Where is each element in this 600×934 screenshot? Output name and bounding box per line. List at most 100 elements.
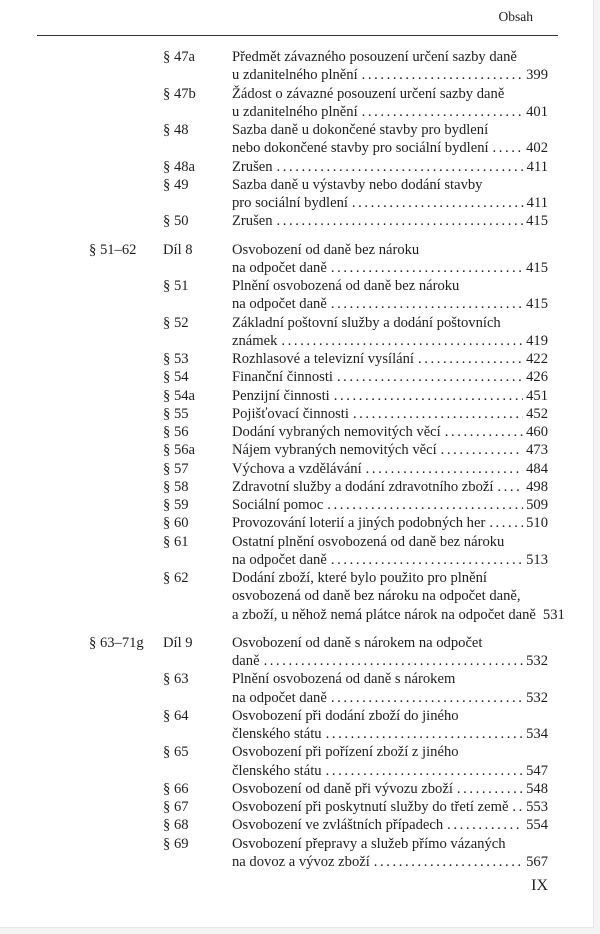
page-ref: 510 bbox=[526, 515, 548, 532]
entry-title: Sociální pomoc..........................… bbox=[232, 496, 548, 514]
title-line-last: nebo dokončené stavby pro sociální bydle… bbox=[232, 139, 548, 157]
dot-leader: ........................................… bbox=[352, 405, 524, 422]
title-text: Zdravotní služby a dodání zdravotního zb… bbox=[232, 478, 494, 495]
dot-leader: ........................................… bbox=[444, 424, 523, 440]
division-label: Díl 8 bbox=[163, 241, 193, 258]
page-ref: 532 bbox=[526, 689, 548, 706]
toc-entry: § 48 Sazba daně u dokončené stavby pro by… bbox=[0, 121, 593, 158]
title-line-last: Osvobození při poskytnutí služby do třet… bbox=[232, 798, 548, 816]
entry-title: Výchova a vzdělávání....................… bbox=[232, 460, 548, 478]
title-line-last: daně....................................… bbox=[232, 652, 548, 670]
toc-entry: § 68 Osvobození ve zvláštních případech..… bbox=[0, 816, 593, 834]
dot-leader: ........................................… bbox=[281, 332, 523, 349]
dot-leader: ........................................… bbox=[276, 213, 524, 230]
title-text: nebo dokončené stavby pro sociální bydle… bbox=[232, 140, 489, 157]
toc-entry: § 69 Osvobození přepravy a služeb přímo v… bbox=[0, 835, 593, 872]
page-ref: 554 bbox=[526, 817, 548, 834]
page-ref: 460 bbox=[526, 424, 548, 440]
section-number: § 67 bbox=[163, 799, 189, 815]
dot-leader: ........................................… bbox=[417, 351, 523, 367]
title-line: Ostatní plnění osvobozená od daně bez ná… bbox=[232, 533, 505, 550]
section-number: § 58 bbox=[163, 478, 189, 495]
title-text: Provozování loterií a jiných podobných h… bbox=[232, 515, 486, 532]
entry-title: Sazba daně u dokončené stavby pro bydlen… bbox=[232, 121, 548, 158]
title-line-last: Rozhlasové a televizní vysílání.........… bbox=[232, 350, 548, 368]
dot-leader: ........................................… bbox=[361, 103, 524, 120]
title-text: členského státu bbox=[232, 726, 322, 742]
dot-leader: ........................................… bbox=[440, 442, 523, 459]
toc-section: § 63–71g Díl 9 Osvobození od daně s nároke… bbox=[0, 634, 593, 871]
entry-title: Zrušen..................................… bbox=[232, 212, 548, 230]
dot-leader: ........................................… bbox=[361, 67, 524, 84]
page-ref: 451 bbox=[526, 387, 548, 404]
title-line-last: Osvobození od daně při vývozu zboží.....… bbox=[232, 780, 548, 798]
division-entry: § 63–71g Díl 9 Osvobození od daně s nároke… bbox=[0, 634, 593, 671]
title-line-last: Dodání vybraných nemovitých věcí........… bbox=[232, 423, 548, 441]
section-number: § 50 bbox=[163, 213, 189, 230]
page-ref: 547 bbox=[526, 762, 548, 779]
entry-title: Provozování loterií a jiných podobných h… bbox=[232, 514, 548, 532]
page-ref: 548 bbox=[526, 780, 548, 797]
page-ref: 419 bbox=[526, 332, 548, 349]
title-line-last: Výchova a vzdělávání....................… bbox=[232, 460, 548, 478]
toc-entry: § 56 Dodání vybraných nemovitých věcí....… bbox=[0, 423, 593, 441]
title-text: Pojišťovací činnosti bbox=[232, 405, 349, 422]
title-line-last: na dovoz a vývoz zboží..................… bbox=[232, 853, 548, 871]
title-text: u zdanitelného plnění bbox=[232, 103, 358, 120]
section-number: § 48 bbox=[163, 122, 189, 138]
title-line-last: na odpočet daně.........................… bbox=[232, 259, 548, 277]
section-number: § 47b bbox=[163, 85, 196, 102]
page-ref: 399 bbox=[526, 67, 548, 84]
page-ref: 532 bbox=[526, 653, 548, 669]
toc-entry: § 55 Pojišťovací činnosti................… bbox=[0, 405, 593, 423]
title-text: pro sociální bydlení bbox=[232, 195, 348, 211]
page-ref: 498 bbox=[526, 478, 548, 495]
page-ref: 553 bbox=[526, 799, 548, 815]
section-number: § 54 bbox=[163, 369, 189, 386]
title-text: členského státu bbox=[232, 762, 322, 779]
toc-entry: § 64 Osvobození při dodání zboží do jinéh… bbox=[0, 707, 593, 744]
section-number: § 56a bbox=[163, 442, 196, 459]
title-line: Plnění osvobozená od daně s nárokem bbox=[232, 671, 456, 688]
toc-entry: § 51 Plnění osvobozená od daně bez nároku… bbox=[0, 277, 593, 314]
dot-leader: ........................................… bbox=[512, 799, 523, 815]
entry-title: Osvobození ve zvláštních případech......… bbox=[232, 816, 548, 834]
title-line: Předmět závazného posouzení určení sazby… bbox=[232, 49, 517, 65]
page-ref: 422 bbox=[526, 351, 548, 367]
page-ref: 415 bbox=[526, 296, 548, 313]
toc-entry: § 53 Rozhlasové a televizní vysílání.....… bbox=[0, 350, 593, 368]
toc-entry: § 54a Penzijní činnosti..................… bbox=[0, 387, 593, 405]
title-text: na odpočet daně bbox=[232, 259, 327, 276]
title-line: Dodání zboží, které bylo použito pro pln… bbox=[232, 570, 487, 586]
entry-title: Pojišťovací činnosti....................… bbox=[232, 405, 548, 423]
title-text: Nájem vybraných nemovitých věcí bbox=[232, 442, 437, 459]
title-line-last: u zdanitelného plnění...................… bbox=[232, 66, 548, 84]
dot-leader: ........................................… bbox=[333, 387, 523, 404]
section-number: § 55 bbox=[163, 405, 189, 422]
dot-leader: ........................................… bbox=[330, 551, 523, 568]
entry-title: Osvobození od daně při vývozu zboží.....… bbox=[232, 780, 548, 798]
page-ref: 484 bbox=[526, 460, 548, 477]
page-ref: 402 bbox=[526, 140, 548, 157]
dot-leader: ........................................… bbox=[330, 259, 523, 276]
title-text: Finanční činnosti bbox=[232, 369, 333, 386]
title-text: daně bbox=[232, 653, 260, 669]
toc-entry: § 54 Finanční činnosti...................… bbox=[0, 368, 593, 386]
title-text: Osvobození od daně při vývozu zboží bbox=[232, 780, 453, 797]
dot-leader: ........................................… bbox=[263, 653, 524, 669]
title-line: Osvobození přepravy a služeb přímo vázan… bbox=[232, 835, 506, 852]
toc-entry: § 49 Sazba daně u výstavby nebo dodání st… bbox=[0, 176, 593, 213]
section-number: § 49 bbox=[163, 176, 189, 193]
page-ref: 415 bbox=[526, 259, 548, 276]
title-text: na odpočet daně bbox=[232, 551, 327, 568]
section-number: § 68 bbox=[163, 817, 189, 834]
title-text: na odpočet daně bbox=[232, 689, 327, 706]
dot-leader: ........................................… bbox=[456, 780, 524, 797]
entry-title: Plnění osvobozená od daně s nárokem na od… bbox=[232, 670, 548, 707]
section-range: § 51–62 bbox=[89, 241, 137, 258]
title-line-last: a zboží, u něhož nemá plátce nárok na od… bbox=[232, 606, 565, 624]
dot-leader: ........................................… bbox=[489, 515, 523, 532]
page-number: IX bbox=[531, 877, 548, 894]
section-range: § 63–71g bbox=[89, 634, 144, 651]
toc-entry: § 50 Zrušen..............................… bbox=[0, 212, 593, 230]
